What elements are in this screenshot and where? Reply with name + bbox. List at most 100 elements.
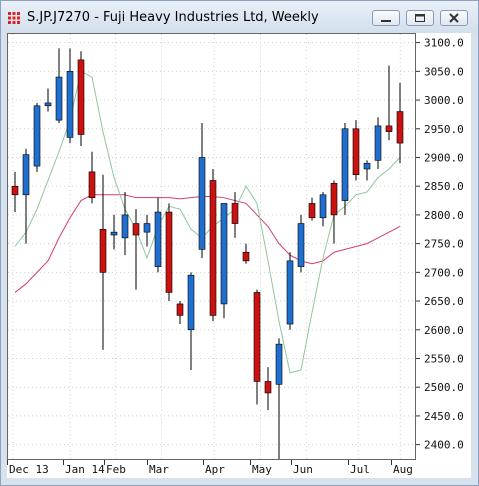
- candle: [374, 117, 382, 169]
- candle-body: [231, 203, 239, 224]
- x-tick-label: Dec 13: [9, 463, 49, 476]
- candle-body: [55, 76, 63, 121]
- candle: [154, 197, 162, 273]
- candle: [176, 301, 184, 325]
- x-tick-label: Aug: [393, 463, 413, 476]
- y-tick-label: 3000.0: [424, 94, 464, 107]
- candle-body: [132, 223, 140, 236]
- candle-body: [308, 203, 316, 219]
- x-tick-label: Mar: [149, 463, 169, 476]
- candle-body: [44, 102, 52, 107]
- candle-body: [363, 162, 371, 170]
- candle: [341, 123, 349, 215]
- y-tick-label: 3100.0: [424, 37, 464, 50]
- candle-body: [176, 303, 184, 316]
- y-tick-label: 2900.0: [424, 151, 464, 164]
- y-tick-label: 3050.0: [424, 65, 464, 78]
- date-axis-labels: Dec 13 Jan 14 Feb Mar Apr May Jun Jul Aug: [7, 460, 413, 476]
- candle: [396, 82, 404, 164]
- x-tick-label: Feb: [106, 463, 126, 476]
- candle: [165, 203, 173, 302]
- candle-body: [286, 260, 294, 325]
- chart-app-icon: [8, 12, 20, 24]
- candle: [253, 289, 261, 405]
- candle: [143, 214, 151, 247]
- candle-body: [11, 185, 19, 196]
- y-tick-label: 2750.0: [424, 238, 464, 251]
- candle-body: [88, 171, 96, 198]
- y-tick-label: 2850.0: [424, 180, 464, 193]
- candle-body: [165, 211, 173, 293]
- candle-body: [242, 251, 250, 262]
- candle: [44, 88, 52, 112]
- candle-body: [121, 214, 129, 239]
- minimize-icon: [381, 20, 391, 22]
- candle: [231, 191, 239, 238]
- x-tick-label: Apr: [205, 463, 225, 476]
- candle-body: [297, 223, 305, 267]
- candle-body: [33, 105, 41, 167]
- candle: [187, 272, 195, 370]
- candle: [220, 203, 228, 319]
- candle-body: [77, 59, 85, 135]
- minimize-button[interactable]: [372, 10, 400, 26]
- candle: [66, 48, 74, 144]
- candle: [88, 151, 96, 204]
- candle-body: [253, 292, 261, 382]
- price-plot: [8, 34, 415, 459]
- candle: [242, 243, 250, 264]
- window-title: S.JP.J7270 - Fuji Heavy Industries Ltd, …: [27, 10, 319, 25]
- candle-body: [209, 180, 217, 316]
- candle-body: [330, 183, 338, 216]
- candle: [308, 197, 316, 221]
- candle: [132, 209, 140, 290]
- candle-body: [66, 71, 74, 138]
- date-axis: Dec 13 Jan 14 Feb Mar Apr May Jun Jul Aug: [7, 460, 471, 478]
- candle: [330, 180, 338, 244]
- y-tick-label: 2650.0: [424, 295, 464, 308]
- candle: [264, 367, 272, 411]
- y-tick-label: 2600.0: [424, 324, 464, 337]
- y-tick-label: 2400.0: [424, 439, 464, 452]
- candle-body: [99, 228, 107, 273]
- restore-icon: [415, 14, 425, 22]
- title-bar[interactable]: S.JP.J7270 - Fuji Heavy Industries Ltd, …: [1, 1, 478, 33]
- candle: [55, 48, 63, 124]
- candle: [121, 191, 129, 256]
- candle: [297, 214, 305, 273]
- y-tick-label: 2500.0: [424, 381, 464, 394]
- y-tick-label: 2950.0: [424, 123, 464, 136]
- candle-body: [319, 194, 327, 219]
- candle-body: [341, 128, 349, 201]
- candle: [99, 174, 107, 350]
- restore-button[interactable]: [406, 10, 434, 26]
- candle-body: [110, 231, 118, 236]
- candle: [385, 65, 393, 141]
- y-tick-label: 2550.0: [424, 352, 464, 365]
- candle: [33, 102, 41, 172]
- candle-body: [352, 128, 360, 176]
- x-tick-label: May: [252, 463, 272, 476]
- candle: [11, 171, 19, 213]
- candle: [286, 252, 294, 330]
- candle: [275, 338, 283, 459]
- close-button[interactable]: [440, 10, 468, 26]
- candle-body: [154, 211, 162, 267]
- y-tick-label: 2450.0: [424, 410, 464, 423]
- x-tick-label: Jan 14: [65, 463, 105, 476]
- candle: [352, 120, 360, 181]
- close-icon: [449, 13, 459, 23]
- plot-area: [7, 33, 416, 460]
- candle: [77, 51, 85, 146]
- candle: [22, 148, 30, 244]
- y-tick-label: 2700.0: [424, 266, 464, 279]
- candle-body: [198, 157, 206, 250]
- candle-body: [396, 111, 404, 144]
- candle-body: [22, 154, 30, 196]
- candle: [319, 191, 327, 227]
- long-moving-average-line: [14, 194, 401, 293]
- candle-body: [385, 125, 393, 132]
- candle-body: [143, 223, 151, 233]
- x-tick-label: Jun: [293, 463, 313, 476]
